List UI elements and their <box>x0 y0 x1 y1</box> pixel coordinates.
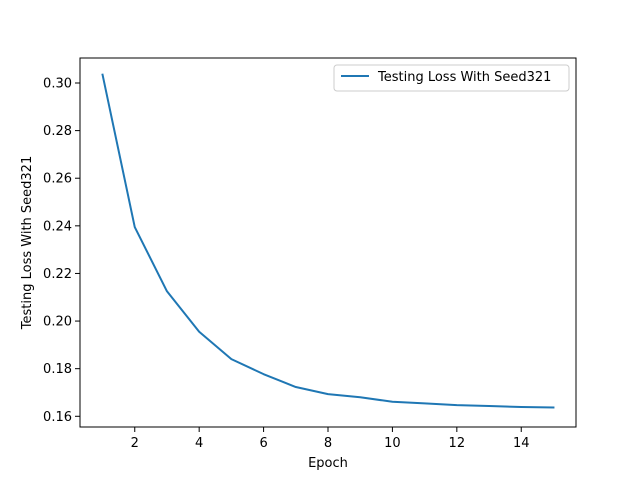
x-tick-label: 6 <box>259 436 267 451</box>
legend-box <box>333 64 570 92</box>
y-tick-label: 0.28 <box>43 124 72 139</box>
x-tick-label: 2 <box>131 436 139 451</box>
y-tick-label: 0.22 <box>43 267 72 282</box>
series-line <box>101 73 555 409</box>
y-tick-label: 0.18 <box>43 362 72 377</box>
legend: Testing Loss With Seed321 <box>333 64 570 92</box>
y-tick-label: 0.20 <box>43 315 72 330</box>
x-axis-label: Epoch <box>308 456 348 471</box>
y-tick-label: 0.30 <box>43 76 72 91</box>
x-tick-label: 8 <box>324 436 332 451</box>
y-tick-label: 0.16 <box>43 410 72 425</box>
x-tick-label: 14 <box>513 436 530 451</box>
x-tick-label: 12 <box>449 436 466 451</box>
plot-frame <box>79 57 577 428</box>
y-axis-label: Testing Loss With Seed321 <box>20 156 35 330</box>
x-tick-label: 10 <box>384 436 401 451</box>
y-tick-label: 0.26 <box>43 172 72 187</box>
y-tick-label: 0.24 <box>43 219 72 234</box>
legend-label: Testing Loss With Seed321 <box>377 70 551 85</box>
x-tick-label: 4 <box>195 436 203 451</box>
